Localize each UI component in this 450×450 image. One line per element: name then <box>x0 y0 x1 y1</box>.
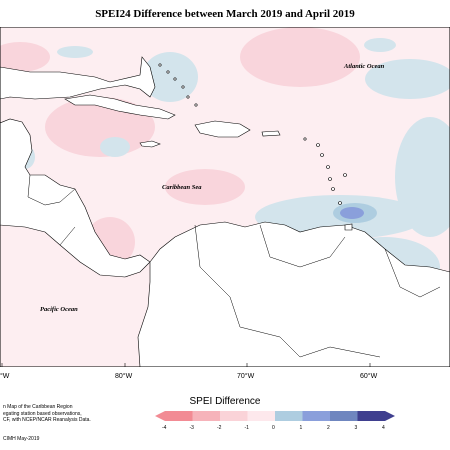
borders <box>27 174 441 358</box>
island <box>338 201 342 205</box>
lon-label: °W <box>0 373 10 380</box>
hispaniola <box>194 120 251 138</box>
credit-line: CF, with NCEP/NCAR Reanalysis Data. <box>3 417 91 423</box>
cuba <box>64 94 176 120</box>
island <box>328 177 332 181</box>
atlantic-ocean-label: Atlantic Ocean <box>344 63 385 70</box>
lon-label: 70°W <box>237 373 255 380</box>
island <box>173 77 177 81</box>
credit-line: n Map of the Caribbean Region <box>3 404 73 410</box>
legend-tick-label: 0 <box>272 425 275 431</box>
legend-tick-label: 3 <box>354 425 358 431</box>
colorbar-segment <box>302 411 330 421</box>
colorbar-segment <box>165 411 193 421</box>
longitude-ticks <box>1 363 371 367</box>
spei-map <box>0 27 450 367</box>
island <box>181 85 185 89</box>
credit-text: n Map of the Caribbean Region egating st… <box>3 404 91 424</box>
colorbar-arrow-low <box>155 411 165 421</box>
legend-tick-label: -2 <box>217 425 222 431</box>
colorbar-arrow-high <box>385 411 395 421</box>
colorbar-segment <box>247 411 275 421</box>
island <box>326 165 330 169</box>
island <box>186 95 190 99</box>
map-title: SPEI24 Difference between March 2019 and… <box>95 8 355 20</box>
jamaica <box>139 140 161 148</box>
island <box>331 187 335 191</box>
legend-colorbar <box>155 411 395 421</box>
trinidad <box>344 223 353 231</box>
island <box>320 153 324 157</box>
legend-tick-label: 4 <box>382 425 385 431</box>
florida <box>0 56 156 100</box>
caribbean-sea-label: Caribbean Sea <box>162 184 202 191</box>
south-america <box>137 221 450 367</box>
island <box>166 70 170 74</box>
legend-tick-label: 1 <box>299 425 303 431</box>
credit-date: CIMH May-2019 <box>3 436 40 442</box>
colorbar-segment <box>357 411 385 421</box>
island <box>194 103 198 107</box>
island <box>303 137 307 141</box>
pacific-ocean-label: Pacific Ocean <box>40 306 78 313</box>
legend-tick-label: -3 <box>189 425 194 431</box>
strongest-positive-anomaly <box>340 207 364 219</box>
colorbar-segment <box>192 411 220 421</box>
legend-title: SPEI Difference <box>189 396 261 407</box>
lon-label: 60°W <box>360 373 378 380</box>
colorbar-segment <box>220 411 248 421</box>
colorbar-segment <box>330 411 358 421</box>
island <box>158 63 162 67</box>
legend-tick-label: 2 <box>327 425 330 431</box>
puerto-rico <box>261 130 281 137</box>
island <box>316 143 320 147</box>
land <box>0 56 450 367</box>
credit-line: egating station based observations, <box>3 410 82 417</box>
legend-tick-label: -4 <box>162 425 167 431</box>
legend-tick-label: -1 <box>244 425 249 431</box>
lon-label: 80°W <box>115 373 133 380</box>
island <box>343 173 347 177</box>
colorbar-segment <box>275 411 303 421</box>
